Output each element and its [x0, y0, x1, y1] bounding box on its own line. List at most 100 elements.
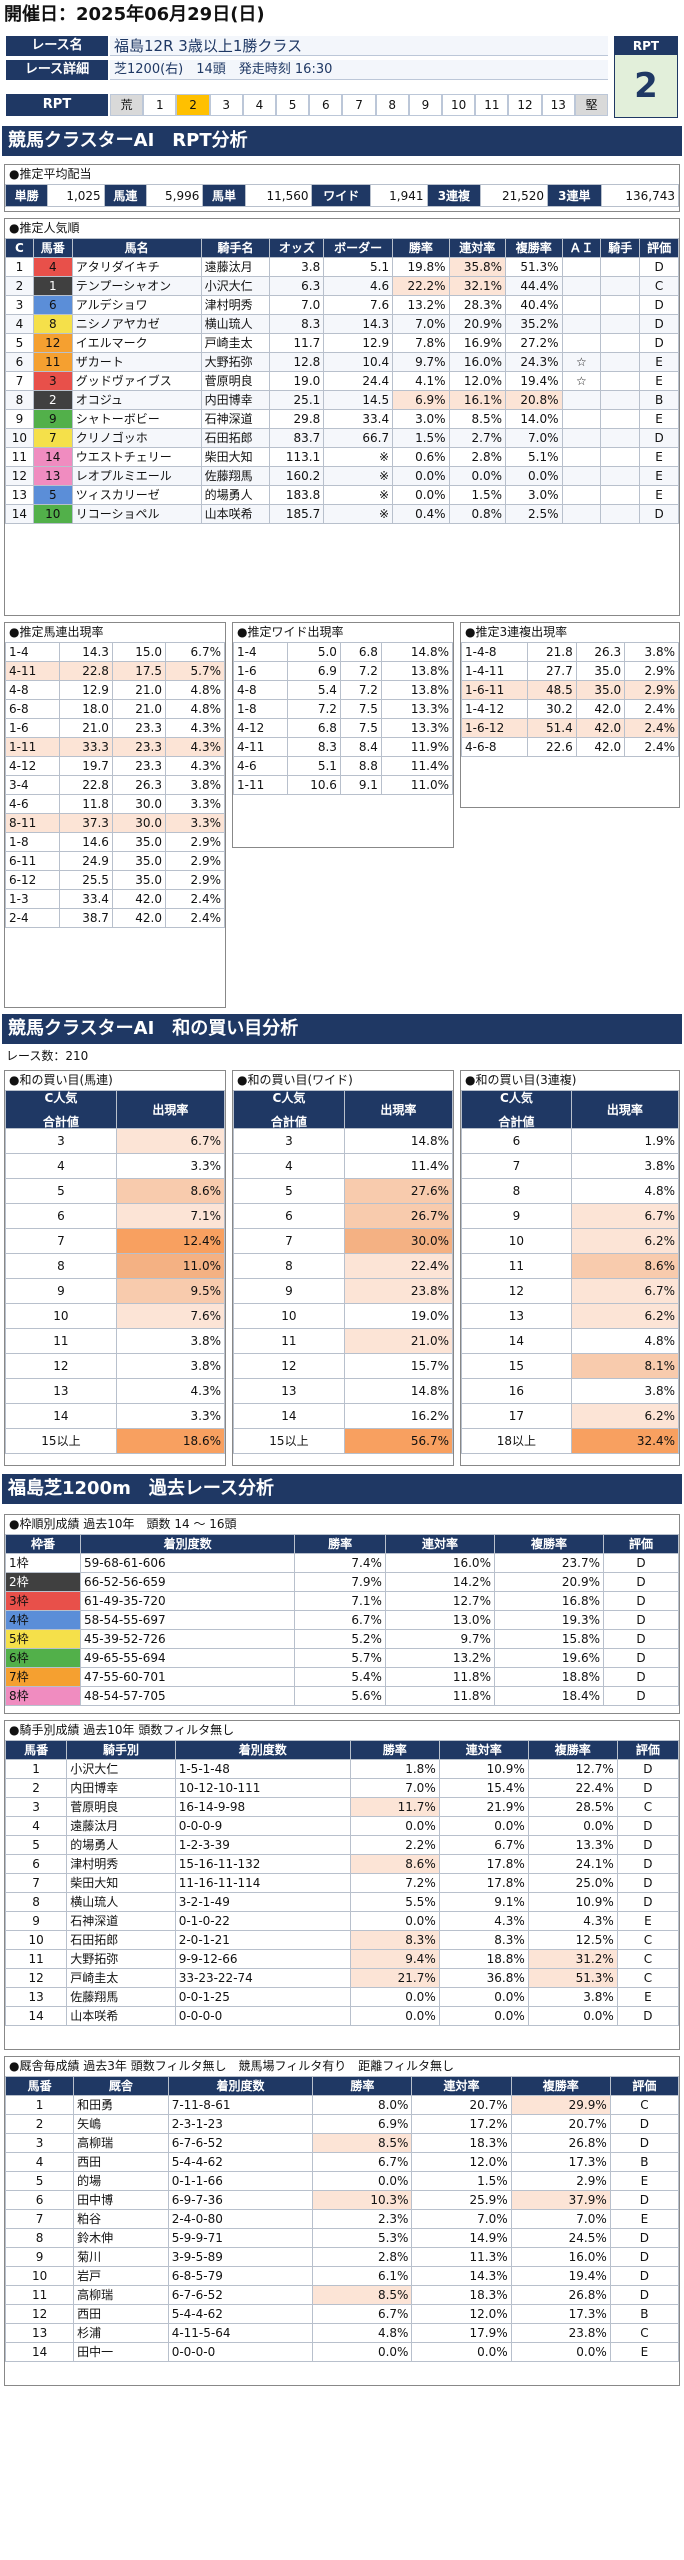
sum-trio-panel: ●和の買い目(3連複) C人気 合計値 出現率 6 1.9% 7 3.8% 8 4.8% 9 6.7…: [460, 1070, 680, 1466]
trainer-cell: 23.8%: [510, 2323, 611, 2343]
sum-h3: 出現率: [343, 1090, 453, 1129]
jockey-cell: 8.3%: [349, 1930, 440, 1950]
pop-cell: E: [639, 466, 679, 486]
waku-header: 評価: [603, 1534, 679, 1554]
trio-cell: 35.0: [575, 661, 626, 681]
payout-value: 1,025: [47, 184, 105, 207]
wide-cell: 5.4: [286, 680, 341, 700]
trainer-header: 厩舎: [73, 2076, 169, 2096]
trainer-cell: 24.5%: [510, 2228, 611, 2248]
pop-cell: 9.7%: [392, 352, 450, 372]
wide-cell: 11.4%: [380, 756, 453, 776]
waku-cell: 5.4%: [294, 1667, 386, 1687]
wide-cell: 7.2: [339, 680, 382, 700]
rpt-box-label: RPT: [615, 37, 677, 55]
table-row: 4-12 19.7 23.3 4.3%: [5, 756, 225, 776]
sum-value: 4.8%: [570, 1178, 679, 1204]
pop-header: C: [5, 238, 34, 258]
table-row: 13 14.8%: [233, 1378, 453, 1404]
jockey-header: 評価: [616, 1740, 679, 1760]
trio-cell: 26.3: [575, 642, 626, 662]
jockey-cell: 13: [5, 1987, 68, 2007]
wide-cell: 1-6: [233, 661, 288, 681]
pop-cell: B: [639, 390, 679, 410]
pop-cell: 20.9%: [448, 314, 507, 334]
jockey-cell: 7: [5, 1873, 68, 1893]
jockey-header: 騎手別: [66, 1740, 176, 1760]
pop-cell: 山本咲希: [200, 504, 271, 524]
jockey-cell: 6: [5, 1854, 68, 1874]
pop-cell: 183.8: [269, 485, 325, 505]
jockey-cell: 6.7%: [438, 1835, 529, 1855]
sum-key: 15: [461, 1353, 572, 1379]
umaren-cell: 15.0: [111, 642, 166, 662]
waku-cell: D: [603, 1629, 679, 1649]
trainer-cell: 高柳瑞: [73, 2133, 169, 2153]
pop-cell: [600, 447, 641, 467]
jockey-cell: 11.7%: [349, 1797, 440, 1817]
umaren-cell: 23.3: [111, 718, 166, 738]
table-row: 11 8.6%: [461, 1253, 679, 1279]
sum-key: 13: [5, 1378, 117, 1404]
jockey-cell: C: [616, 1968, 679, 1988]
umaren-cell: 1-8: [5, 832, 60, 852]
waku-cell: 61-49-35-720: [79, 1591, 296, 1611]
wide-cell: 8.3: [286, 737, 341, 757]
table-row: 18以上 32.4%: [461, 1428, 679, 1454]
trainer-cell: 西田: [73, 2152, 169, 2172]
pop-cell: [600, 276, 641, 296]
jockey-cell: 10.9%: [438, 1759, 529, 1779]
umaren-cell: 12.9: [58, 680, 113, 700]
pop-cell: アルデショワ: [71, 295, 202, 315]
trio-cell: 2.9%: [624, 661, 679, 681]
pop-cell: 185.7: [269, 504, 325, 524]
table-row: C人気 合計値 出現率: [5, 1090, 225, 1129]
umaren-cell: 21.0: [111, 680, 166, 700]
pop-cell: [561, 390, 602, 410]
trainer-cell: 2.9%: [510, 2171, 611, 2191]
waku-cell: 11.8%: [384, 1686, 495, 1706]
umaren-cell: 4-6: [5, 794, 60, 814]
waku-header: 複勝率: [493, 1534, 605, 1554]
trainer-cell: D: [609, 2285, 679, 2305]
trainer-cell: E: [609, 2342, 679, 2362]
sum-umaren-table: C人気 合計値 出現率 3 6.7% 4 3.3% 5 8.6% 6 7.1% 7 12.4% 8 11.0…: [5, 1090, 225, 1454]
pop-cell: 33.4: [323, 409, 394, 429]
payout-type: 馬連: [103, 184, 147, 207]
trainer-header: 複勝率: [510, 2076, 611, 2096]
trainer-cell: 6-9-7-36: [167, 2190, 314, 2210]
table-row: 7 粕谷 2-4-0-80 2.3% 7.0% 7.0% E: [5, 2209, 679, 2229]
trainer-cell: 7.0%: [411, 2209, 512, 2229]
wide-cell: 13.3%: [380, 718, 453, 738]
table-row: 11 14 ウエストチェリー 柴田大知 113.1 ※ 0.6% 2.8% 5.1% E: [5, 447, 679, 467]
wide-cell: 7.2: [286, 699, 341, 719]
table-row: 7 12.4%: [5, 1228, 225, 1254]
trainer-cell: E: [609, 2171, 679, 2191]
race-header: レース名 福島12R 3歳以上1勝クラス レース詳細 芝1200(右) 14頭 …: [6, 36, 678, 118]
jockey-cell: D: [616, 1892, 679, 1912]
sum-value: 1.9%: [570, 1128, 679, 1154]
pop-cell: [561, 295, 602, 315]
table-row: 7 3.8%: [461, 1153, 679, 1179]
pop-cell: [561, 333, 602, 353]
pop-cell: 6.3: [269, 276, 325, 296]
pop-cell: 28.3%: [448, 295, 507, 315]
trainer-cell: 14: [5, 2342, 75, 2362]
payout-value: 1,941: [370, 184, 428, 207]
trainer-cell: C: [609, 2323, 679, 2343]
jockey-cell: 10.9%: [527, 1892, 618, 1912]
table-row: 5 的場 0-1-1-66 0.0% 1.5% 2.9% E: [5, 2171, 679, 2191]
pop-cell: [600, 504, 641, 524]
pop-cell: 大野拓弥: [200, 352, 271, 372]
table-row: 馬番 厩舎 着別度数 勝率 連対率 複勝率 評価: [5, 2076, 679, 2096]
pop-cell: 14: [32, 447, 73, 467]
waku-cell: 13.0%: [384, 1610, 495, 1630]
race-count: レース数：210: [6, 1049, 89, 1063]
sum-key: 6: [5, 1203, 117, 1229]
sum-value: 7.6%: [115, 1303, 225, 1329]
table-row: 5 的場勇人 1-2-3-39 2.2% 6.7% 13.3% D: [5, 1835, 679, 1855]
pop-cell: 32.1%: [448, 276, 507, 296]
sum-value: 8.6%: [570, 1253, 679, 1279]
umaren-cell: 2.9%: [164, 870, 225, 890]
jockey-cell: E: [616, 1911, 679, 1931]
